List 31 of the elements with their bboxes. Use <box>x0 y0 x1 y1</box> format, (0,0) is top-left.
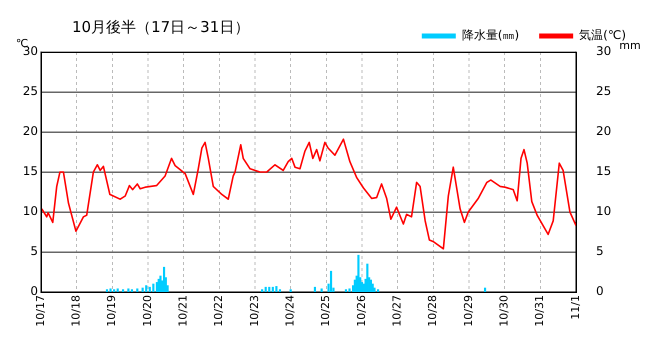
x-tick-label: 10/30 <box>498 295 511 327</box>
y-tick-label: 10 <box>22 204 38 218</box>
y2-tick-label: 20 <box>596 124 612 138</box>
x-tick-label: 10/26 <box>354 295 368 327</box>
x-tick-label: 10/20 <box>140 295 154 327</box>
y2-tick-label: 15 <box>596 164 612 178</box>
y-tick-label: 5 <box>30 244 38 258</box>
y2-tick-label: 0 <box>596 284 604 298</box>
chart-title: 10月後半（17日～31日） <box>72 18 250 36</box>
x-tick-label: 11/1 <box>568 295 582 320</box>
x-tick-label: 10/23 <box>248 295 261 327</box>
y2-tick-label: 5 <box>596 244 604 258</box>
x-tick-label: 10/28 <box>426 295 440 327</box>
y-tick-label: 20 <box>22 124 38 138</box>
legend-label: 降水量(㎜) <box>462 28 520 42</box>
y2-tick-label: 25 <box>596 84 612 98</box>
y2-tick-label: 10 <box>596 204 612 218</box>
x-tick-label: 10/25 <box>319 295 332 327</box>
y-tick-label: 30 <box>22 44 38 58</box>
x-tick-label: 10/17 <box>34 295 47 327</box>
x-tick-label: 10/31 <box>533 295 546 327</box>
x-tick-label: 10/29 <box>462 295 475 327</box>
y2-tick-label: 30 <box>596 44 612 58</box>
x-tick-label: 10/24 <box>284 295 297 327</box>
x-tick-label: 10/18 <box>70 295 83 327</box>
x-tick-label: 10/27 <box>390 295 404 327</box>
y-tick-label: 25 <box>22 84 38 98</box>
x-tick-label: 10/21 <box>176 295 190 327</box>
y-tick-label: 15 <box>22 164 38 178</box>
x-tick-label: 10/22 <box>212 295 226 327</box>
x-tick-label: 10/19 <box>105 295 118 327</box>
